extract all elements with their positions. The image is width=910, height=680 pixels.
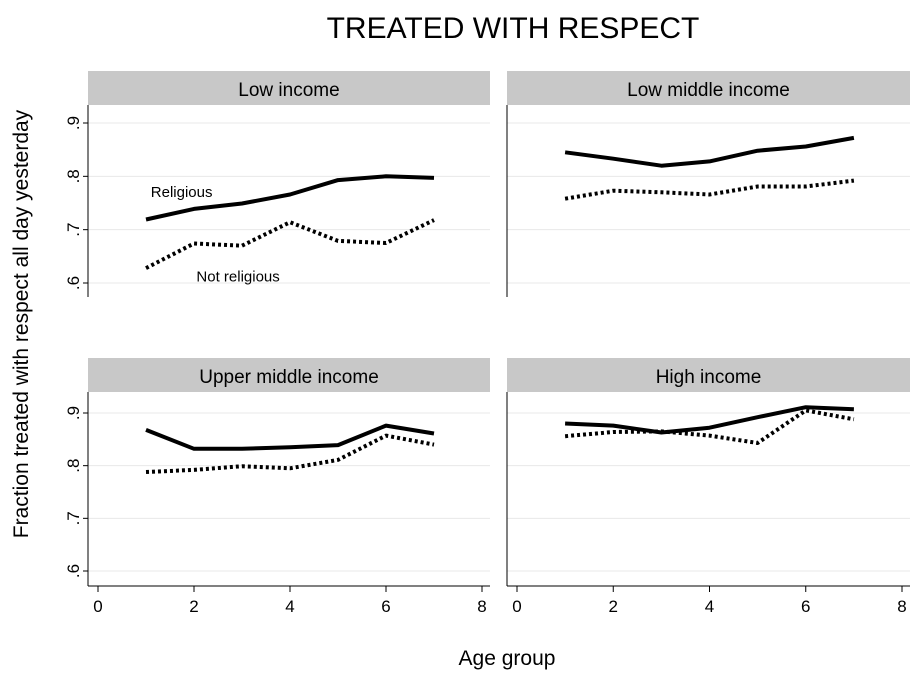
y-tick-label: .9 bbox=[64, 116, 83, 130]
x-tick-label: 4 bbox=[285, 597, 294, 616]
y-tick-label: .8 bbox=[64, 169, 83, 183]
panel-title: Low middle income bbox=[627, 80, 790, 101]
x-tick-label: 0 bbox=[93, 597, 102, 616]
series-line-religious bbox=[145, 423, 435, 451]
series-line-not-religious bbox=[145, 433, 435, 474]
series-line-religious bbox=[564, 135, 855, 168]
panel-strip bbox=[88, 71, 490, 105]
x-tick-label: 6 bbox=[801, 597, 810, 616]
x-tick-label: 8 bbox=[897, 597, 906, 616]
chart-title: TREATED WITH RESPECT bbox=[327, 12, 700, 45]
y-tick-label: .8 bbox=[64, 459, 83, 473]
x-axis-label: Age group bbox=[459, 647, 556, 670]
panel-title: Upper middle income bbox=[199, 367, 379, 388]
panel-strip bbox=[507, 358, 910, 392]
panel-strip bbox=[507, 71, 910, 105]
panel-3: Upper middle income .6 .7 .8 .9 0 2 4 6 8 bbox=[64, 358, 490, 616]
series-line-not-religious bbox=[564, 178, 855, 201]
series-line-religious bbox=[145, 174, 435, 222]
panel-strip bbox=[88, 358, 490, 392]
panel-title: Low income bbox=[238, 80, 339, 101]
y-tick-label: .6 bbox=[64, 564, 83, 578]
panel-2: Low middle income bbox=[506, 71, 910, 297]
y-tick-label: .7 bbox=[64, 511, 83, 525]
series-annotation: Religious bbox=[151, 184, 213, 201]
x-tick-label: 2 bbox=[609, 597, 618, 616]
panel-1: Low income .6 .7 .8 .9 Religious Not religious bbox=[64, 71, 490, 297]
panels-layer: Low income .6 .7 .8 .9 Religious Not religious… bbox=[64, 71, 910, 616]
series-annotation: Not religious bbox=[196, 269, 279, 286]
series-line-not-religious bbox=[564, 408, 855, 445]
series-line-religious bbox=[565, 405, 854, 435]
x-tick-label: 6 bbox=[381, 597, 390, 616]
y-tick-label: .9 bbox=[64, 406, 83, 420]
y-tick-label: .6 bbox=[64, 276, 83, 290]
x-tick-label: 8 bbox=[477, 597, 486, 616]
x-tick-label: 2 bbox=[189, 597, 198, 616]
x-tick-label: 0 bbox=[512, 597, 521, 616]
y-axis-label: Fraction treated with respect all day ye… bbox=[10, 109, 33, 538]
y-tick-label: .7 bbox=[64, 223, 83, 237]
series-line-not-religious bbox=[145, 218, 435, 270]
panel-4: High income 0 2 4 6 8 bbox=[506, 358, 910, 616]
x-tick-label: 4 bbox=[705, 597, 714, 616]
panel-title: High income bbox=[656, 367, 762, 388]
